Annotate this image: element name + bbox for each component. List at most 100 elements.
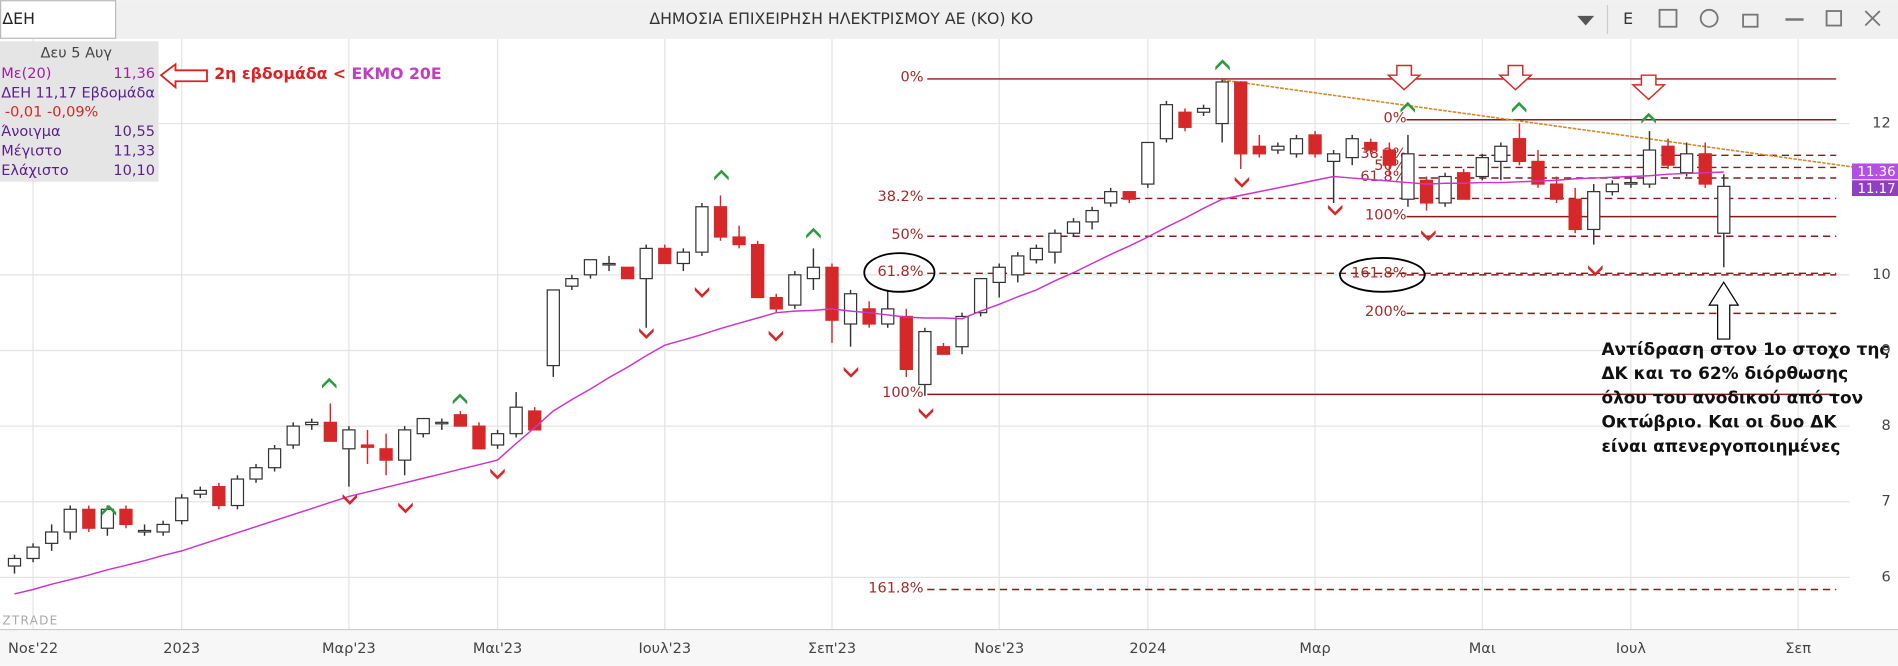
candle-body [175, 497, 189, 522]
candle-body [583, 259, 598, 276]
candle-body [881, 308, 895, 325]
up-arrow [1708, 281, 1740, 340]
y-tick-label: 6 [1881, 569, 1890, 585]
candle-body [899, 315, 913, 370]
y-tick-label: 9 [1881, 342, 1890, 358]
candle-body [1475, 156, 1489, 178]
candle-body [509, 406, 523, 435]
candle-body [323, 421, 337, 442]
fractal-down [843, 366, 859, 378]
price-tag [1852, 163, 1898, 180]
x-tick-label: 2024 [1129, 641, 1166, 657]
x-tick-label: Ιουλ [1616, 641, 1647, 657]
candle-body [1085, 209, 1099, 223]
fractal-up [321, 377, 337, 389]
candle-body [137, 529, 152, 533]
fractal-up [452, 393, 468, 405]
candle-body [751, 243, 765, 299]
candle-body [1345, 138, 1359, 159]
panel-icon[interactable] [1658, 8, 1678, 28]
candle-body [1308, 134, 1322, 155]
candle-body [1104, 191, 1118, 204]
price-tag [1852, 180, 1898, 197]
candle-body [1122, 191, 1136, 200]
fib-label: 0% [1384, 111, 1407, 127]
candle-body [1011, 255, 1025, 276]
candle-body [63, 508, 77, 533]
x-tick-label: Νοε'23 [974, 641, 1024, 657]
fib-label: 0% [901, 70, 924, 86]
candle-body [1215, 81, 1229, 125]
fractal-down [1234, 176, 1250, 188]
candle-body [379, 448, 393, 461]
note-line: όλου του ανοδικού από τον [1601, 387, 1863, 407]
candle-body [1531, 160, 1545, 185]
x-tick-label: Σεπ'23 [808, 641, 856, 657]
button-e[interactable]: E [1623, 9, 1633, 28]
candle-body [1029, 247, 1044, 261]
candle-body [1494, 145, 1508, 162]
candle-body [7, 557, 22, 567]
price-tag-label: 11.17 [1858, 182, 1896, 197]
candle-body [1438, 175, 1452, 204]
candle-body [1234, 81, 1248, 155]
note-line: Οκτώβριο. Και οι δυο ΔΚ [1601, 412, 1837, 432]
candle-body [1141, 141, 1155, 185]
fractal-up [806, 227, 821, 239]
candle-body [1624, 181, 1638, 185]
candle-body [435, 421, 449, 425]
restore-icon[interactable] [1825, 10, 1843, 27]
candle-body [1048, 232, 1062, 253]
candle-body [1698, 153, 1712, 185]
close-icon[interactable] [1864, 10, 1881, 27]
candle-body [472, 425, 486, 450]
fractal-up [1400, 101, 1416, 113]
callout-text: 2η εβδομάδα < [214, 63, 346, 82]
fractal-down [768, 330, 784, 342]
candle-body [249, 467, 263, 480]
candle-body [862, 308, 876, 325]
x-tick-label: Νοε'22 [8, 641, 58, 657]
note: Αντίδραση στον 1ο στοχο της ΔΚ και το 62… [1601, 339, 1889, 456]
candle-body [806, 266, 821, 280]
markers [101, 59, 1667, 516]
fib-label: 50% [891, 227, 923, 243]
fractal-down [1421, 230, 1436, 242]
candle-body [918, 330, 932, 386]
fractal-down [1588, 265, 1603, 277]
candle-body [1159, 104, 1174, 140]
note-line: ΔΚ και το 62% διόρθωσης [1601, 363, 1848, 383]
candle-body [416, 417, 430, 435]
y-tick-label: 10 [1872, 267, 1890, 283]
info-label: Ελάχιστο [1, 163, 69, 179]
candle-body [305, 421, 319, 426]
comment-icon[interactable] [1699, 8, 1719, 28]
candle-body [1717, 185, 1731, 234]
fractal-up [101, 504, 117, 516]
callout: 2η εβδομάδα < ΕΚΜΟ 20Ε [214, 63, 441, 82]
x-tick-label: Σεπ [1785, 641, 1811, 657]
grid [0, 38, 1850, 630]
info-label: Μέγιστο [1, 143, 62, 159]
candle-body [565, 278, 579, 287]
candle-body [1196, 107, 1211, 113]
signal-arrow [1631, 74, 1667, 101]
lock-icon[interactable] [1742, 13, 1759, 28]
dropdown[interactable] [1577, 15, 1595, 26]
candle-body [267, 448, 282, 469]
candle-body [1326, 153, 1341, 162]
candle-body [1587, 191, 1601, 231]
candle-body [156, 523, 170, 533]
candle-body [1419, 179, 1434, 204]
trend-line [1222, 79, 1898, 174]
candle-body [119, 508, 133, 526]
fib-label: 100% [1365, 207, 1407, 223]
fib-label: 38.2% [877, 189, 923, 205]
signal-arrow [1386, 64, 1422, 91]
candle-body [490, 433, 505, 446]
candle-body [825, 266, 839, 321]
symbol-input[interactable] [0, 0, 117, 39]
